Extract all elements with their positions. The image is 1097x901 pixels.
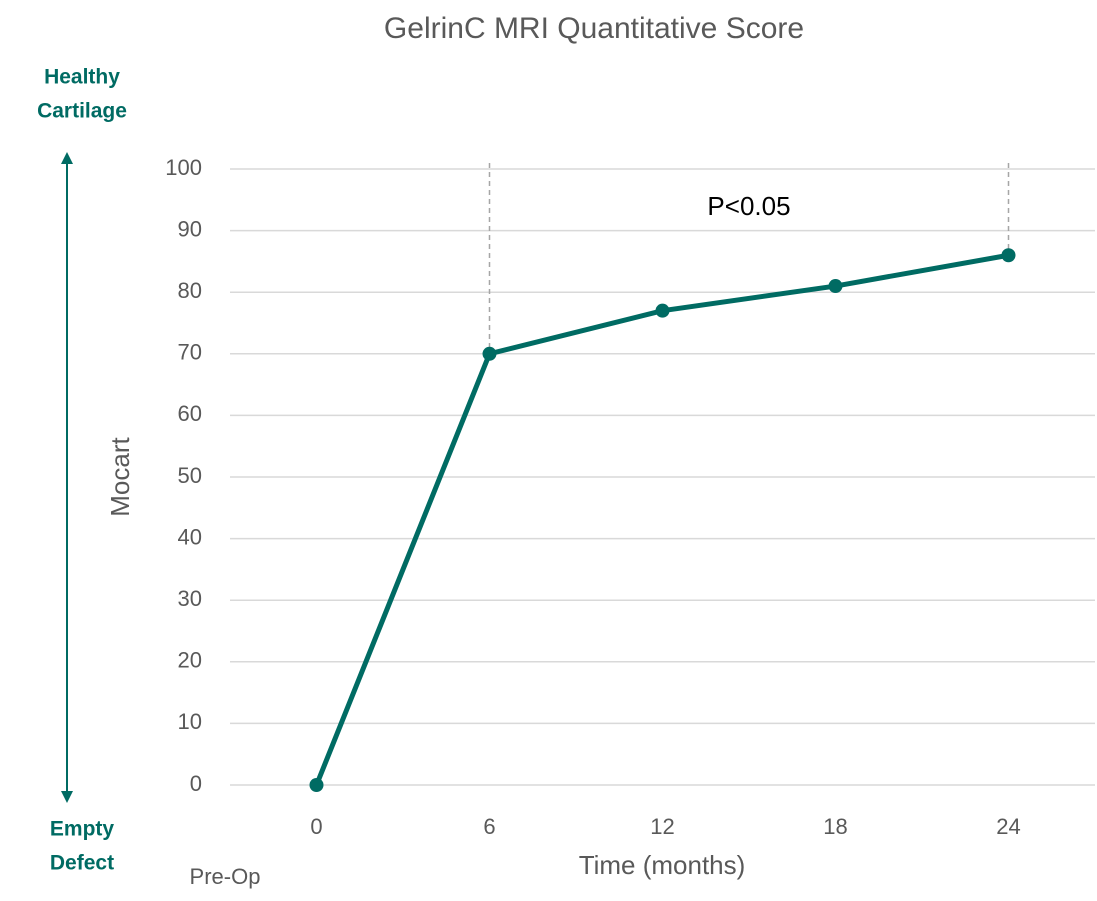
y-tick-label: 70 <box>178 340 202 365</box>
y-tick-label: 0 <box>190 771 202 796</box>
top-label: Healthy <box>44 66 120 89</box>
bottom-label: Empty <box>50 818 115 841</box>
data-point <box>309 778 324 792</box>
y-tick-label: 40 <box>178 524 202 549</box>
y-axis-label: Mocart <box>105 436 135 516</box>
data-point <box>482 346 497 361</box>
x-tick-label: 12 <box>650 814 674 839</box>
bottom-label: Defect <box>50 852 114 875</box>
bracket-label: P<0.05 <box>707 191 790 221</box>
y-tick-label: 20 <box>178 648 202 673</box>
x-axis-label: Time (months) <box>579 850 746 880</box>
x-tick-label: 18 <box>823 814 847 839</box>
y-tick-label: 90 <box>178 216 202 241</box>
chart-title: GelrinC MRI Quantitative Score <box>384 12 804 45</box>
x-tick-label: 0 <box>310 814 322 839</box>
data-point <box>828 279 843 294</box>
x-tick-label: 6 <box>483 814 495 839</box>
x-tick-label: 24 <box>996 814 1020 839</box>
y-tick-label: 80 <box>178 278 202 303</box>
y-tick-label: 10 <box>178 709 202 734</box>
y-tick-label: 100 <box>165 155 202 180</box>
y-tick-label: 30 <box>178 586 202 611</box>
top-label: Cartilage <box>37 100 127 123</box>
y-tick-label: 60 <box>178 401 202 426</box>
series-line <box>314 252 1009 786</box>
data-point <box>655 303 670 318</box>
y-tick-label: 50 <box>178 463 202 488</box>
data-point <box>1001 248 1016 263</box>
baseline-label: Pre-Op <box>190 864 261 889</box>
